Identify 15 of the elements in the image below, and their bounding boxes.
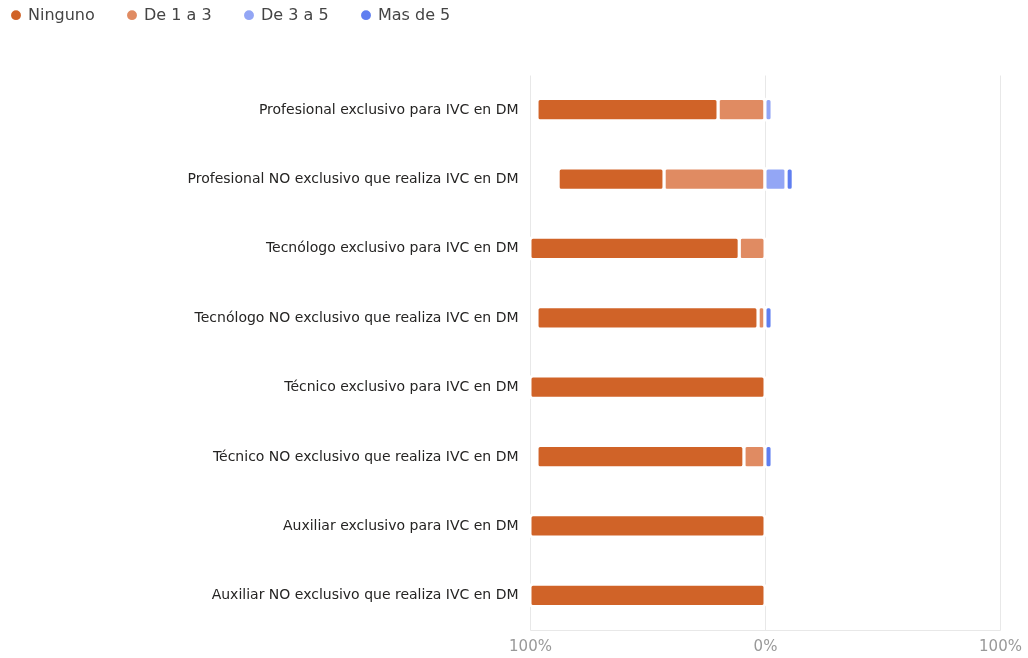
y-tick-label: Auxiliar NO exclusivo que realiza IVC en DM (211, 586, 519, 603)
y-tick-label: Profesional NO exclusivo que realiza IVC en DM (187, 170, 519, 187)
legend-label: De 1 a 3 (144, 5, 212, 25)
y-tick-label: Profesional exclusivo para IVC en DM (258, 100, 519, 117)
y-tick-label: Técnico NO exclusivo que realiza IVC en DM (211, 447, 519, 464)
y-tick-label: Técnico exclusivo para IVC en DM (283, 378, 519, 395)
x-tick-label: 100% (509, 636, 552, 655)
y-tick-label: Auxiliar exclusivo para IVC en DM (282, 516, 519, 533)
legend-label: De 3 a 5 (261, 5, 329, 25)
y-tick-label: Tecnólogo NO exclusivo que realiza IVC en DM (193, 308, 519, 325)
y-tick-label: Tecnólogo exclusivo para IVC en DM (264, 239, 519, 256)
legend-label: Ninguno (28, 5, 95, 25)
legend-label: Mas de 5 (378, 5, 451, 25)
x-tick-label: 100% (979, 636, 1022, 655)
x-tick-label: 0% (753, 636, 778, 655)
